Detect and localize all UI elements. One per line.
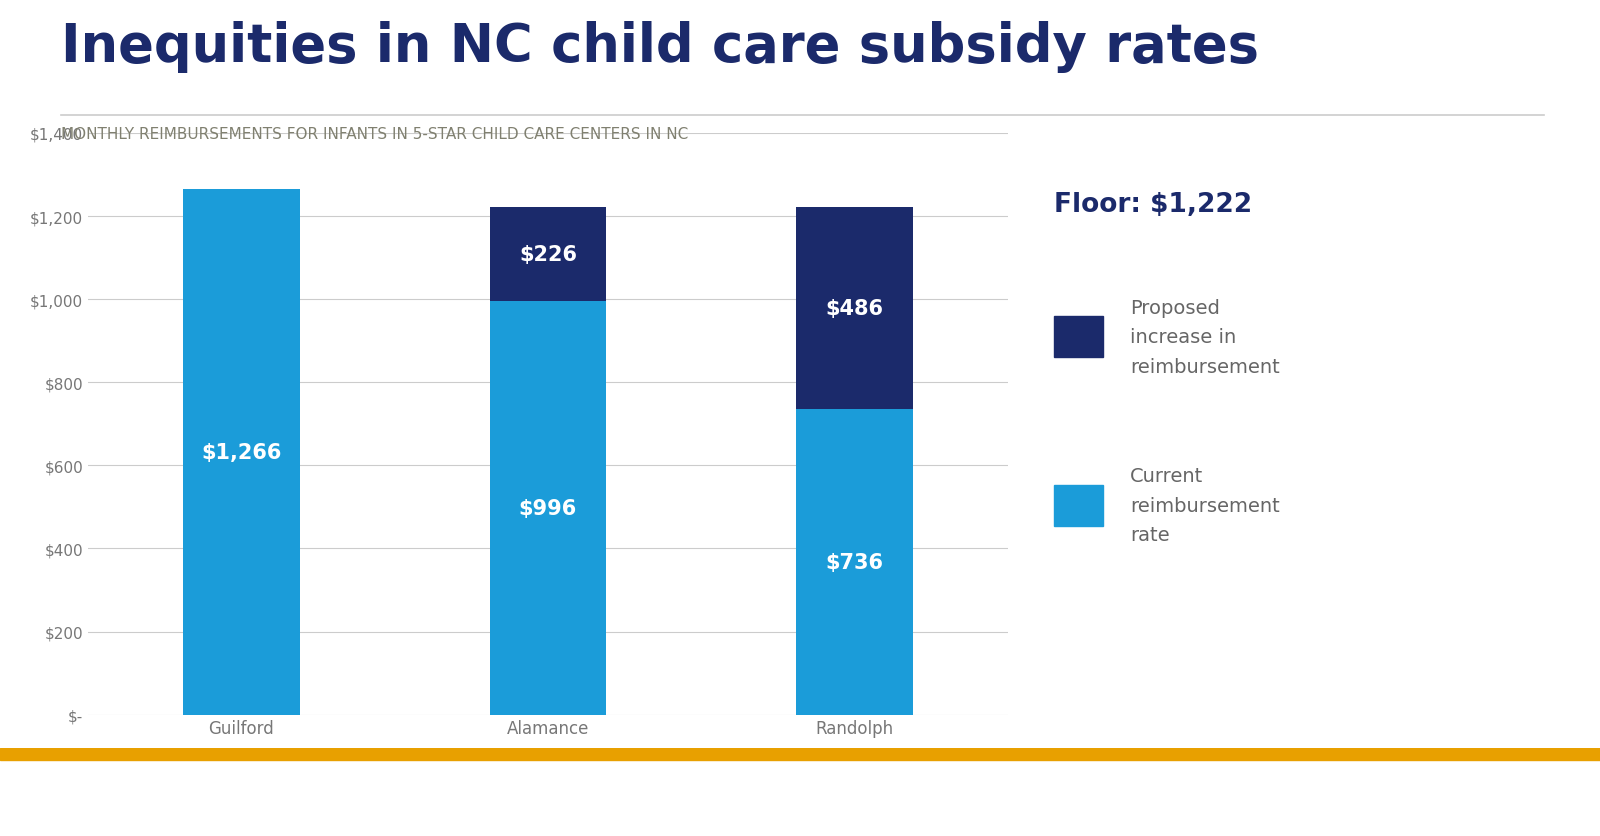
Text: Current
reimbursement
rate: Current reimbursement rate bbox=[1130, 466, 1280, 544]
Text: $486: $486 bbox=[826, 298, 883, 319]
Bar bbox=[797, 410, 914, 715]
Text: Inequities in NC child care subsidy rates: Inequities in NC child care subsidy rate… bbox=[61, 21, 1259, 73]
Text: $736: $736 bbox=[826, 552, 883, 572]
Bar bbox=[490, 302, 606, 715]
Text: Floor: $1,222: Floor: $1,222 bbox=[1054, 191, 1251, 218]
Text: NCBUDGETANDTAX.ORG: NCBUDGETANDTAX.ORG bbox=[48, 783, 442, 812]
Text: 🐦 @NCBUDGETANDTAX: 🐦 @NCBUDGETANDTAX bbox=[544, 783, 912, 812]
Text: Proposed
increase in
reimbursement: Proposed increase in reimbursement bbox=[1130, 298, 1280, 376]
Text: MONTHLY REIMBURSEMENTS FOR INFANTS IN 5-STAR CHILD CARE CENTERS IN NC: MONTHLY REIMBURSEMENTS FOR INFANTS IN 5-… bbox=[61, 127, 688, 142]
Text: ⧈ | BTC: ⧈ | BTC bbox=[1432, 782, 1544, 812]
Text: $226: $226 bbox=[518, 245, 578, 264]
Bar bbox=[0, 748, 1600, 760]
Bar bbox=[797, 207, 914, 410]
Bar bbox=[1054, 485, 1102, 526]
Bar bbox=[182, 190, 299, 715]
Bar bbox=[490, 207, 606, 302]
Text: $1,266: $1,266 bbox=[202, 442, 282, 462]
Text: $996: $996 bbox=[518, 498, 578, 518]
Bar bbox=[1054, 317, 1102, 358]
